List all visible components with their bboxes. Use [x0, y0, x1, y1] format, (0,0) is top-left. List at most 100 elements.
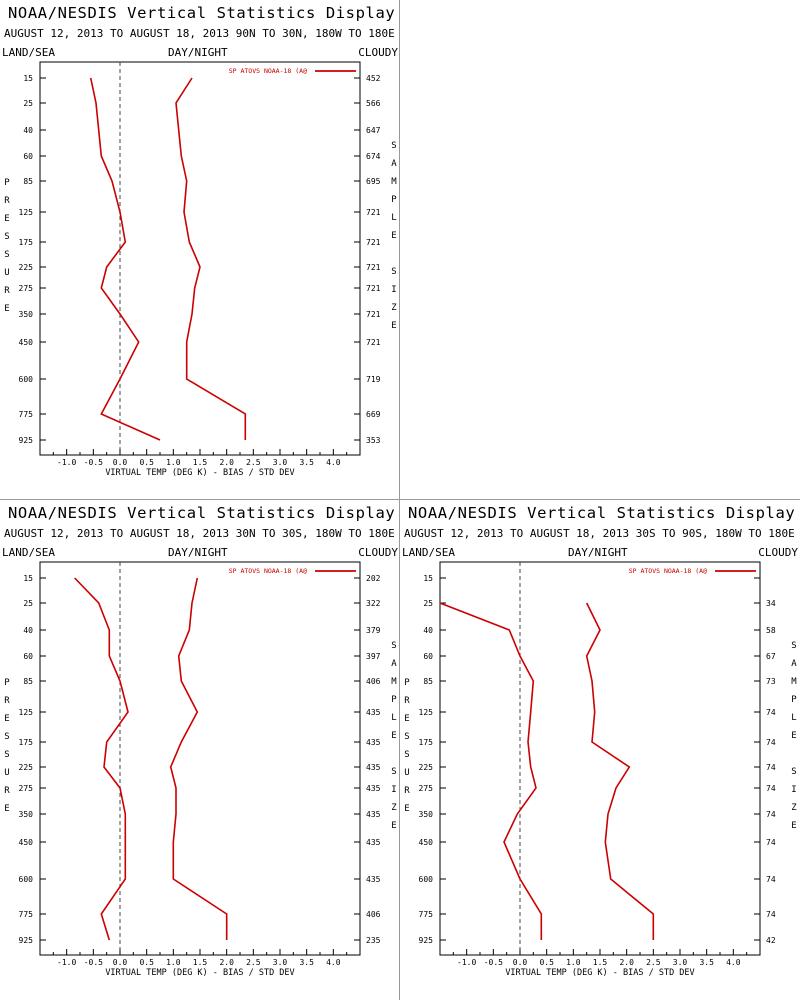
pressure-level-label: 60	[423, 652, 433, 661]
x-tick-label: 0.0	[513, 958, 528, 967]
sample-size-label: 74	[766, 738, 776, 747]
pressure-level-label: 60	[23, 152, 33, 161]
sample-size-label: 435	[366, 708, 381, 717]
chart-subtitle: AUGUST 12, 2013 TO AUGUST 18, 2013 90N T…	[4, 27, 395, 40]
sample-size-label: 74	[766, 838, 776, 847]
pressure-level-label: 925	[419, 936, 434, 945]
pressure-level-label: 925	[19, 436, 34, 445]
x-tick-label: -1.0	[57, 458, 76, 467]
sample-size-label: 566	[366, 99, 381, 108]
sample-size-label: 397	[366, 652, 381, 661]
pressure-level-label: 25	[23, 99, 33, 108]
sample-size-label: 74	[766, 708, 776, 717]
x-tick-label: 1.5	[193, 958, 208, 967]
land-sea-label: LAND/SEA	[402, 546, 455, 559]
x-tick-label: 2.5	[246, 458, 261, 467]
pressure-level-label: 15	[423, 574, 433, 583]
x-tick-label: 1.0	[166, 958, 181, 967]
sample-size-label: 695	[366, 177, 381, 186]
sample-size-label: 719	[366, 375, 381, 384]
pressure-level-label: 600	[419, 875, 434, 884]
sample-size-label: 721	[366, 338, 381, 347]
sample-size-label: 452	[366, 74, 381, 83]
panel-divider-vertical	[399, 0, 400, 1000]
cloudy-label: CLOUDY	[358, 546, 398, 559]
sample-size-label: 435	[366, 838, 381, 847]
sample-size-label: 322	[366, 599, 381, 608]
sample-size-label: 74	[766, 910, 776, 919]
sample-size-label: 435	[366, 784, 381, 793]
legend-label: SP ATOVS NOAA-18 (A@	[629, 567, 707, 575]
chart-title: NOAA/NESDIS Vertical Statistics Display	[8, 4, 396, 22]
pressure-level-label: 350	[19, 810, 34, 819]
chart-panel-90n-30n: NOAA/NESDIS Vertical Statistics Display A…	[0, 0, 400, 500]
pressure-level-label: 40	[423, 626, 433, 635]
x-tick-label: -0.5	[84, 458, 103, 467]
pressure-level-label: 40	[23, 126, 33, 135]
pressure-level-label: 60	[23, 652, 33, 661]
std-dev-series-line	[585, 602, 655, 940]
pressure-level-label: 775	[19, 910, 34, 919]
sample-size-label: 647	[366, 126, 381, 135]
x-tick-label: 0.5	[139, 958, 154, 967]
sample-size-label: 721	[366, 238, 381, 247]
sample-size-label: 669	[366, 410, 381, 419]
chart-svg: -1.0 -0.5 0.0 0.5 1.0 1.5 2.0 2.5 3.0 3.5 4.0 VIRTU…	[4, 561, 397, 978]
sample-size-label: 721	[366, 208, 381, 217]
pressure-level-label: 25	[423, 599, 433, 608]
sample-size-label: 74	[766, 784, 776, 793]
sample-size-label: 42	[766, 936, 776, 945]
cloudy-label: CLOUDY	[358, 46, 398, 59]
x-tick-label: 1.5	[193, 458, 208, 467]
x-tick-label: 0.0	[113, 958, 128, 967]
sample-size-label: 721	[366, 310, 381, 319]
sample-size-label: 406	[366, 910, 381, 919]
sample-size-label: 67	[766, 652, 776, 661]
x-axis-label: VIRTUAL TEMP (DEG K) - BIAS / STD DEV	[105, 468, 294, 478]
pressure-level-label: 275	[419, 784, 434, 793]
x-tick-label: -0.5	[84, 958, 103, 967]
pressure-level-label: 600	[19, 375, 34, 384]
pressure-level-label: 450	[19, 838, 34, 847]
x-tick-label: 3.0	[673, 958, 688, 967]
sample-size-label: 34	[766, 599, 776, 608]
std-dev-series-line	[175, 77, 247, 440]
x-tick-label: -1.0	[457, 958, 476, 967]
sample-size-label: 73	[766, 677, 776, 686]
land-sea-label: LAND/SEA	[2, 46, 55, 59]
panel-divider-horizontal	[0, 499, 800, 500]
pressure-level-label: 600	[19, 875, 34, 884]
sample-size-label: 435	[366, 738, 381, 747]
x-tick-label: 2.0	[619, 958, 634, 967]
chart-svg: -1.0 -0.5 0.0 0.5 1.0 1.5 2.0 2.5 3.0 3.5 4.0 VIRTU…	[4, 61, 397, 478]
sample-size-label: 721	[366, 263, 381, 272]
chart-panel-30s-90s: NOAA/NESDIS Vertical Statistics Display A…	[400, 500, 800, 1000]
legend-label: SP ATOVS NOAA-18 (A@	[229, 567, 307, 575]
pressure-level-label: 85	[23, 677, 33, 686]
x-tick-label: 0.0	[113, 458, 128, 467]
pressure-level-label: 85	[23, 177, 33, 186]
pressure-level-label: 175	[419, 738, 434, 747]
x-axis-label: VIRTUAL TEMP (DEG K) - BIAS / STD DEV	[505, 968, 694, 978]
sample-size-label: 379	[366, 626, 381, 635]
x-tick-label: 3.0	[273, 958, 288, 967]
day-night-label: DAY/NIGHT	[568, 546, 628, 559]
pressure-level-label: 450	[419, 838, 434, 847]
x-tick-label: -0.5	[484, 958, 503, 967]
chart-svg: -1.0 -0.5 0.0 0.5 1.0 1.5 2.0 2.5 3.0 3.5 4.0 VIRTU…	[404, 561, 797, 978]
x-tick-label: 3.5	[299, 458, 314, 467]
sample-size-label: 435	[366, 875, 381, 884]
x-tick-label: 2.0	[219, 958, 234, 967]
chart-panel-30n-30s: NOAA/NESDIS Vertical Statistics Display A…	[0, 500, 400, 1000]
sample-size-label: 406	[366, 677, 381, 686]
pressure-level-label: 125	[19, 208, 34, 217]
pressure-level-label: 350	[19, 310, 34, 319]
pressure-level-label: 40	[23, 626, 33, 635]
bias-series-line	[89, 77, 161, 441]
x-tick-label: 2.5	[646, 958, 661, 967]
day-night-label: DAY/NIGHT	[168, 46, 228, 59]
x-tick-label: 2.0	[219, 458, 234, 467]
